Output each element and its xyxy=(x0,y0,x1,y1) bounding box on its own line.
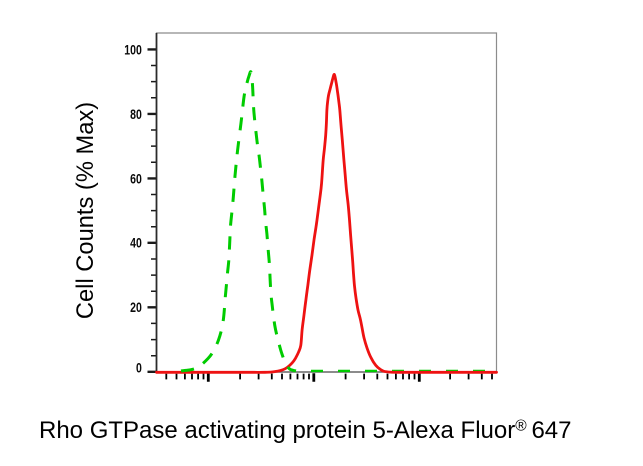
svg-text:Cell Counts (% Max): Cell Counts (% Max) xyxy=(73,102,99,319)
svg-text:60: 60 xyxy=(130,171,142,187)
svg-text:20: 20 xyxy=(130,300,142,316)
svg-text:Rho GTPase activating protein: Rho GTPase activating protein 5-Alexa Fl… xyxy=(39,417,572,444)
svg-text:80: 80 xyxy=(130,107,142,123)
svg-text:40: 40 xyxy=(130,235,142,251)
svg-text:100: 100 xyxy=(124,42,142,58)
svg-text:0: 0 xyxy=(136,360,142,376)
